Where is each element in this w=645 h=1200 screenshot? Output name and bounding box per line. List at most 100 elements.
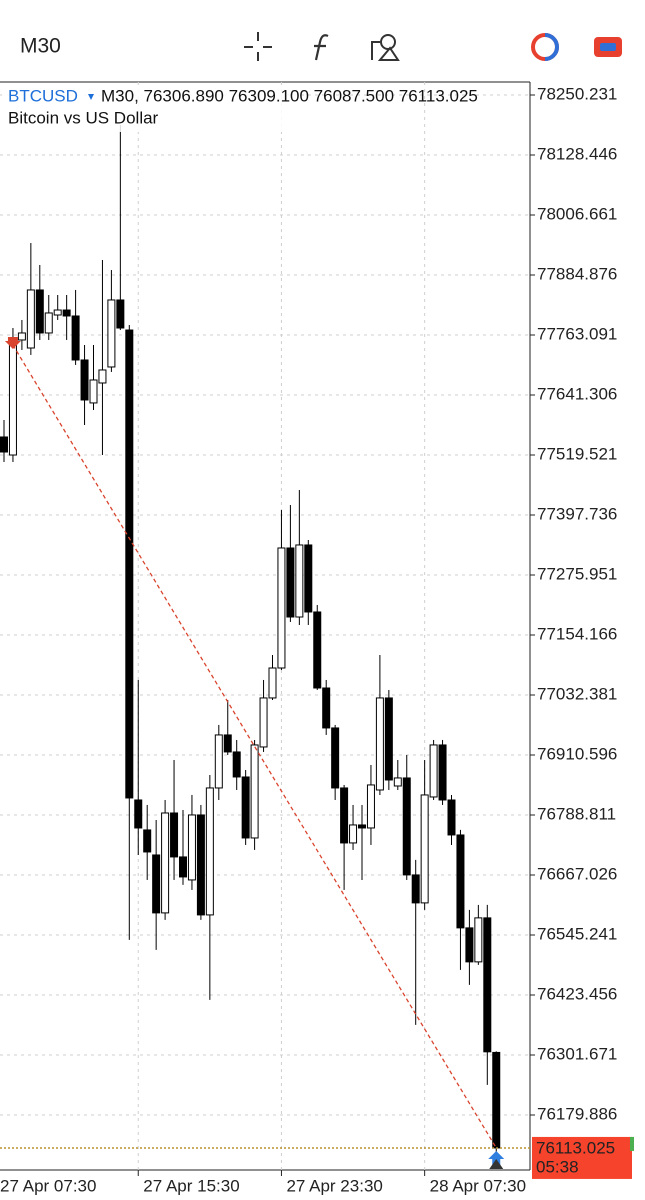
candle-body (349, 824, 358, 844)
candle-body (187, 814, 196, 881)
x-tick-label: 27 Apr 07:30 (0, 1176, 96, 1195)
y-tick-label: 76423.456 (537, 984, 617, 1003)
candle-body (89, 379, 98, 404)
candle-body (143, 829, 152, 853)
candle-body (170, 812, 179, 858)
y-tick-label: 77275.951 (537, 564, 617, 583)
candle-body (295, 544, 304, 618)
entry-arrow (4, 336, 21, 349)
y-tick-label: 76667.026 (537, 864, 617, 883)
symbol[interactable]: BTCUSD (8, 86, 78, 105)
countdown: 05:38 (536, 1157, 579, 1176)
subtitle: Bitcoin vs US Dollar (8, 108, 159, 127)
candle-body (277, 547, 286, 669)
grid (0, 82, 530, 1170)
candle-body (232, 751, 241, 778)
candle-body (205, 787, 214, 916)
candle-body (402, 777, 411, 876)
x-tick-label: 27 Apr 15:30 (143, 1176, 239, 1195)
candle-body (358, 824, 366, 829)
y-tick-label: 78128.446 (537, 144, 617, 163)
candle-body (179, 856, 187, 878)
candle-body (152, 854, 161, 914)
candle-body (134, 799, 143, 829)
candle-body (447, 799, 456, 836)
y-tick-label: 77641.306 (537, 384, 617, 403)
candle-body (80, 359, 89, 401)
candle-body (35, 289, 44, 334)
y-tick-label: 78006.661 (537, 204, 617, 223)
x-tick-label: 28 Apr 07:30 (430, 1176, 526, 1195)
exit-arrow (488, 1150, 505, 1165)
candle-body (259, 697, 268, 748)
x-tick-label: 27 Apr 23:30 (286, 1176, 382, 1195)
candle-body (393, 777, 402, 787)
candle-body (286, 547, 295, 618)
candle-body (384, 697, 393, 781)
crosshair-icon[interactable] (244, 32, 272, 61)
candle-body (71, 315, 80, 361)
candle-body (241, 776, 250, 839)
candle-body (340, 787, 349, 844)
candle-body (483, 917, 492, 1053)
candle-body (411, 874, 420, 904)
y-tick-label: 77763.091 (537, 324, 617, 343)
candle-body (223, 734, 232, 753)
last-bar-marker (489, 1159, 504, 1169)
trade-line (12, 344, 497, 1149)
candle-body (474, 917, 483, 963)
candle-body (375, 697, 384, 791)
last-price-box (532, 1136, 632, 1179)
candle-body (107, 299, 116, 368)
header-bg (2, 86, 302, 132)
objects-icon[interactable] (371, 34, 400, 61)
indicators-icon[interactable] (314, 34, 329, 61)
candle-body (268, 667, 277, 699)
candle-body (26, 289, 35, 349)
candle-body (214, 734, 223, 789)
y-tick-label: 78250.231 (537, 84, 617, 103)
candle-body (44, 312, 53, 334)
last-price-tick (630, 1136, 634, 1151)
candle-body (196, 814, 205, 916)
last-price-label: 76113.025 (536, 1138, 615, 1157)
candle-body (0, 436, 8, 453)
candle-body (366, 784, 375, 829)
candle-body (98, 369, 107, 384)
candle-body (331, 727, 340, 789)
candles (0, 125, 501, 1161)
y-tick-label: 76910.596 (537, 744, 617, 763)
candle-body (62, 309, 71, 317)
account-icon[interactable] (594, 37, 622, 57)
candle-body (420, 794, 429, 904)
candle-body (53, 309, 62, 316)
y-tick-label: 77519.521 (537, 444, 617, 463)
candle-body (438, 744, 447, 801)
candle-body (250, 744, 259, 839)
candle-body (17, 332, 26, 341)
y-tick-label: 77032.381 (537, 684, 617, 703)
y-tick-label: 77884.876 (537, 264, 617, 283)
candle-body (456, 834, 465, 929)
candle-body (161, 812, 170, 914)
y-tick-label: 76301.671 (537, 1044, 617, 1063)
ohlc-info: M30, 76306.890 76309.100 76087.500 76113… (101, 86, 478, 105)
candle-body (313, 611, 322, 689)
y-tick-label: 77397.736 (537, 504, 617, 523)
candle-body (8, 339, 17, 456)
candle-body (304, 544, 313, 613)
candle-body (116, 299, 125, 329)
overlay (0, 336, 530, 1169)
y-tick-label: 76788.811 (537, 804, 616, 823)
timeframe[interactable]: M30 (20, 35, 61, 58)
candle-body (429, 744, 438, 798)
y-tick-label: 76179.886 (537, 1104, 617, 1123)
trade-icon[interactable] (531, 33, 559, 61)
candle-body (125, 329, 134, 799)
candle-body (492, 1051, 501, 1149)
y-tick-label: 77154.166 (537, 624, 617, 643)
symbol-dropdown[interactable] (88, 94, 94, 100)
y-tick-label: 76545.241 (537, 924, 617, 943)
